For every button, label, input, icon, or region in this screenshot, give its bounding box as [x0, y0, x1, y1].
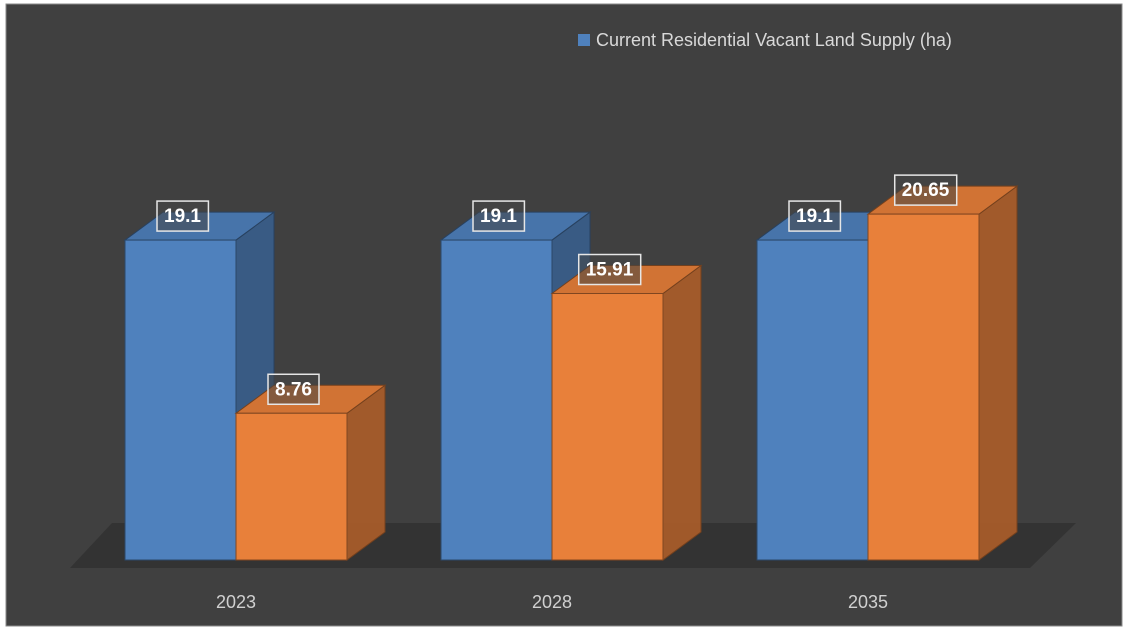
- bar: [234, 384, 387, 561]
- legend-label: Current Residential Vacant Land Supply (…: [596, 30, 952, 50]
- bar: [866, 185, 1019, 561]
- data-label-box: [893, 174, 958, 206]
- data-label-box: [577, 253, 642, 286]
- data-label: 19.1: [796, 206, 833, 227]
- x-tick-label: 2028: [532, 592, 572, 612]
- legend-swatch: [578, 34, 590, 46]
- data-label: 20.65: [902, 180, 950, 201]
- bar-side: [346, 384, 386, 561]
- data-label-box: [156, 200, 210, 232]
- data-label-box: [472, 200, 526, 232]
- bar-front: [440, 239, 553, 561]
- data-label: 19.1: [164, 206, 201, 227]
- data-label-box: [788, 200, 842, 232]
- x-tick-label: 2023: [216, 592, 256, 612]
- bar-front: [235, 412, 348, 561]
- bar: [123, 211, 276, 561]
- bar-side: [662, 264, 702, 561]
- bar-front: [867, 213, 980, 561]
- x-tick-label: 2035: [848, 592, 888, 612]
- bar-side: [978, 185, 1018, 561]
- data-label: 8.76: [275, 379, 312, 400]
- bar-front: [756, 239, 869, 561]
- data-label: 19.1: [480, 206, 517, 227]
- bar-front: [124, 239, 237, 561]
- bar-front: [551, 293, 664, 561]
- bar: [439, 211, 592, 561]
- data-label-box: [267, 373, 320, 406]
- bar: [550, 264, 703, 561]
- data-label: 15.91: [586, 260, 634, 281]
